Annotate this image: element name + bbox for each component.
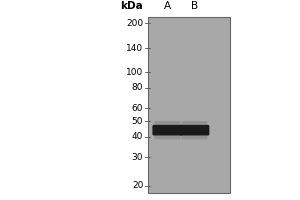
FancyBboxPatch shape <box>152 125 182 135</box>
FancyBboxPatch shape <box>154 134 180 139</box>
FancyBboxPatch shape <box>182 121 207 127</box>
Text: 30: 30 <box>132 153 143 162</box>
Text: 80: 80 <box>132 83 143 92</box>
Text: 100: 100 <box>126 68 143 77</box>
Bar <box>148 17 230 193</box>
Text: 60: 60 <box>132 104 143 113</box>
FancyBboxPatch shape <box>182 134 207 139</box>
Text: kDa: kDa <box>121 1 143 11</box>
Text: 20: 20 <box>132 181 143 190</box>
FancyBboxPatch shape <box>154 121 180 127</box>
Text: B: B <box>191 1 198 11</box>
Text: 50: 50 <box>132 117 143 126</box>
Text: 200: 200 <box>126 19 143 28</box>
Text: A: A <box>164 1 171 11</box>
Text: 140: 140 <box>126 44 143 53</box>
Text: 40: 40 <box>132 132 143 141</box>
FancyBboxPatch shape <box>179 125 209 135</box>
